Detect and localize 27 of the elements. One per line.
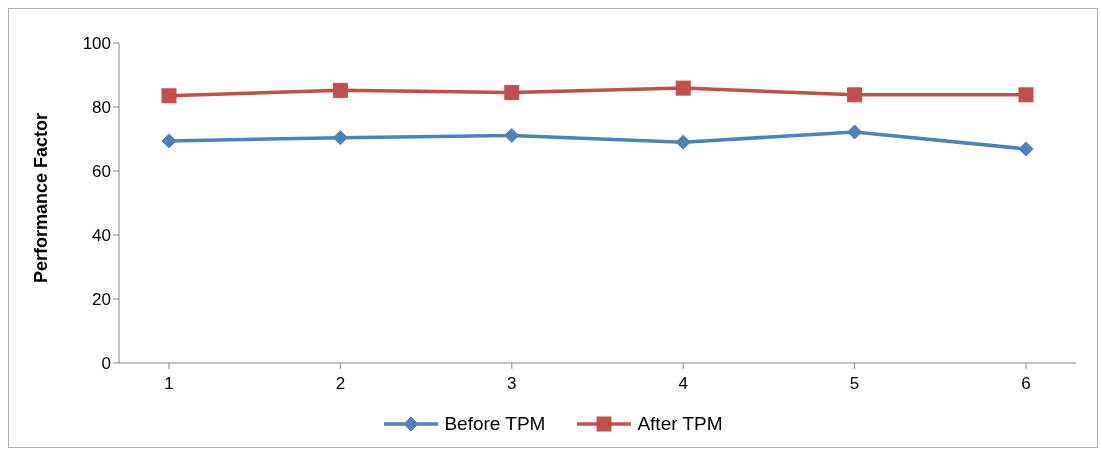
point (1018, 141, 1034, 157)
y-tick-label: 100 (82, 34, 111, 54)
point (675, 134, 691, 150)
point (504, 85, 520, 101)
point (332, 130, 348, 146)
legend-label: After TPM (637, 413, 723, 435)
point (1018, 87, 1034, 103)
y-tick-label: 0 (101, 354, 111, 374)
y-tick-label: 40 (92, 226, 111, 246)
y-tick-label: 80 (92, 98, 111, 118)
y-tick-label: 60 (92, 162, 111, 182)
point (847, 124, 863, 140)
point (847, 87, 863, 103)
point (675, 80, 691, 96)
y-axis-title: Performance Factor (31, 112, 52, 283)
point (161, 88, 177, 104)
x-tick-label: 5 (849, 374, 860, 394)
x-tick-label: 2 (335, 374, 346, 394)
x-tick-label: 1 (164, 374, 174, 394)
point (332, 82, 348, 98)
point (504, 127, 520, 143)
x-tick-label: 4 (678, 374, 688, 394)
legend-label: Before TPM (444, 413, 546, 435)
x-tick-label: 6 (1021, 374, 1031, 394)
point (161, 133, 177, 149)
x-tick-label: 3 (507, 374, 517, 394)
y-tick-label: 20 (92, 290, 111, 310)
